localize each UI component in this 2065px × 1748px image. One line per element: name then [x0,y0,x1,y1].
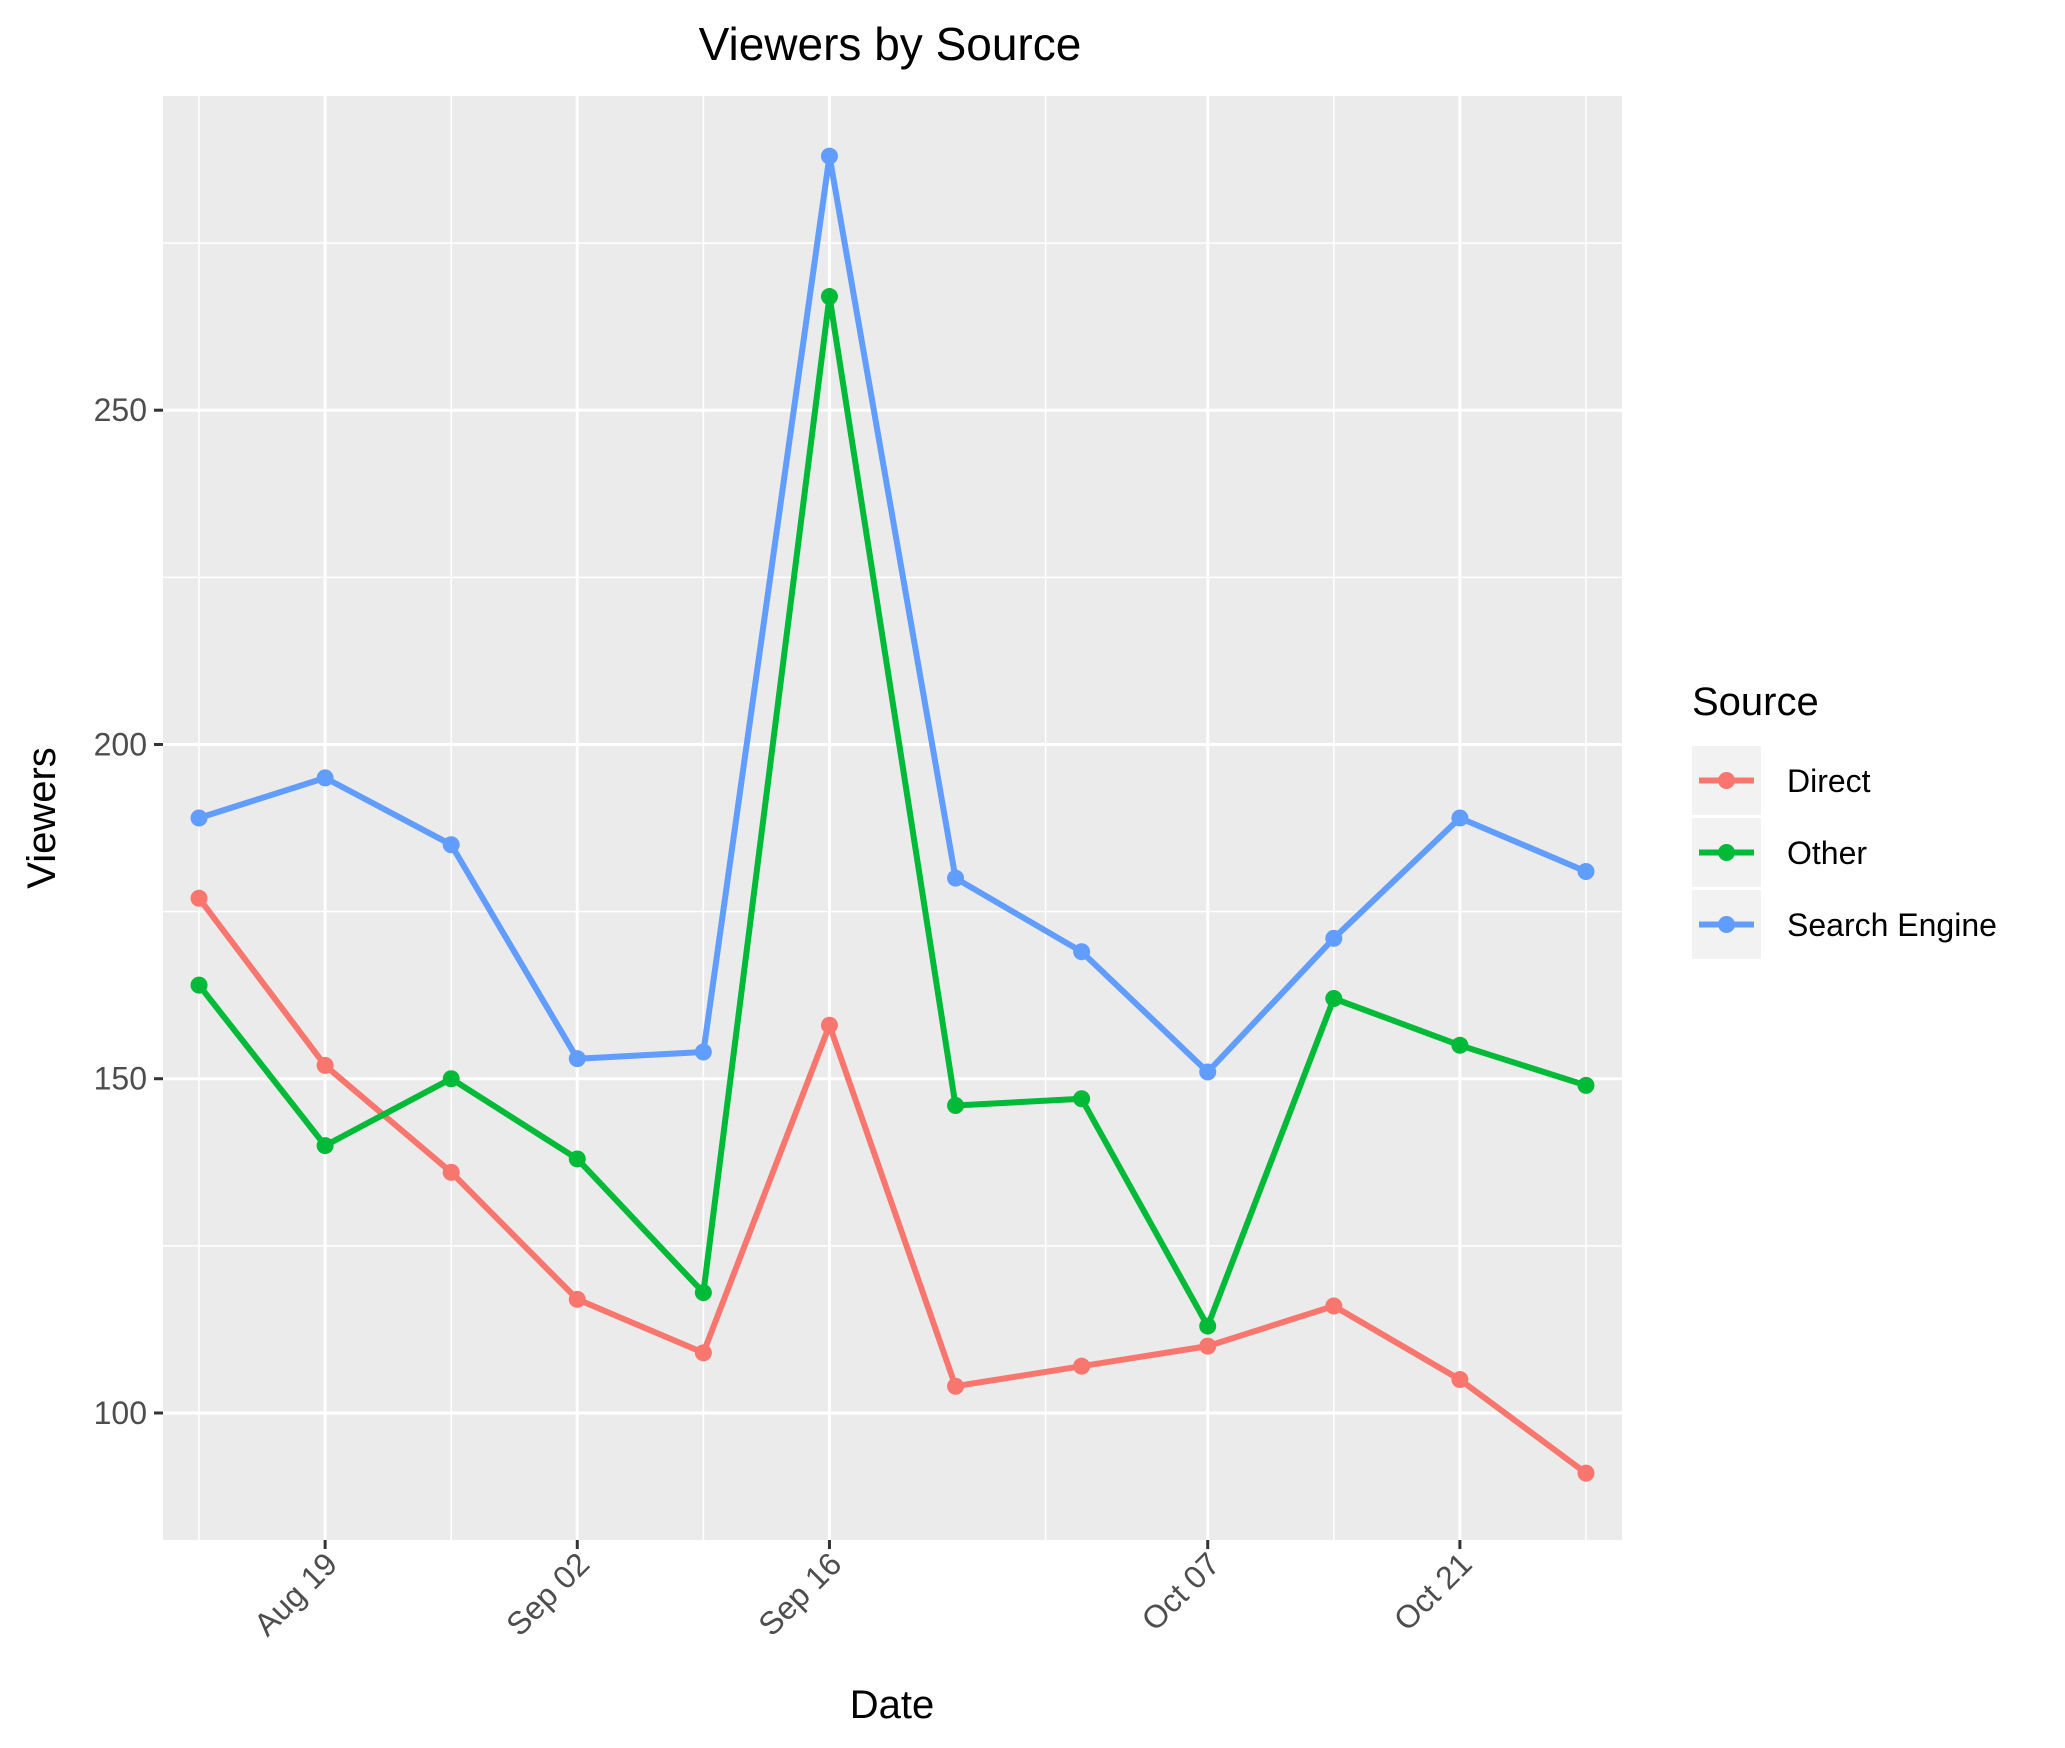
series-line [196,896,1588,1476]
y-tick-label: 200 [94,726,147,762]
data-point [190,976,208,994]
series-line [196,293,1587,1330]
data-point [820,1016,838,1034]
chart-title: Viewers by Source [699,18,1082,70]
data-point [1073,1090,1091,1108]
y-tick-label: 100 [94,1395,147,1431]
series-direct [190,889,1595,1482]
data-point [1325,1297,1343,1315]
x-tick-label: Sep 16 [751,1545,848,1642]
data-point [1073,943,1091,961]
data-point [1577,1076,1595,1094]
data-point [1199,1317,1217,1335]
data-point [1073,1357,1091,1375]
legend-label: Direct [1787,763,1871,799]
data-point [190,809,208,827]
data-point [1325,990,1343,1007]
y-axis-title: Viewers [20,747,64,889]
y-tick-label: 150 [94,1061,147,1097]
data-point [316,769,334,787]
data-point [442,1070,460,1088]
legend: Source Direct Other Search Engine [1692,680,1997,959]
series-line [198,153,1588,1075]
data-point [190,889,208,907]
data-point [568,1290,586,1308]
series-other [190,288,1595,1335]
legend-key [1692,818,1761,887]
legend-key-point [1718,772,1735,789]
legend-title: Source [1692,680,1819,724]
data-point [694,1284,712,1302]
data-point [694,1043,712,1061]
data-point [820,147,838,165]
legend-key-point [1718,916,1735,933]
data-point [947,1096,965,1114]
data-point [947,1377,965,1395]
data-point [1577,1464,1595,1482]
x-tick-label: Oct 21 [1387,1545,1479,1637]
data-point [316,1137,334,1155]
data-point [1577,862,1595,880]
legend-key [1692,890,1761,959]
series-search-engine [190,147,1595,1081]
data-point [568,1150,586,1168]
data-point [694,1344,712,1362]
legend-key [1692,746,1761,815]
legend-key-point [1718,844,1735,861]
x-tick-label: Oct 07 [1135,1545,1227,1637]
series-layer [190,147,1595,1482]
x-tick-label: Aug 19 [247,1545,344,1642]
legend-label: Search Engine [1787,907,1997,943]
data-point [1199,1063,1217,1081]
data-point [1451,809,1469,827]
data-point [568,1050,586,1068]
data-point [820,288,838,306]
data-point [1451,1371,1469,1389]
data-point [316,1056,334,1074]
y-tick-label: 250 [94,392,147,428]
data-point [1451,1036,1469,1054]
data-point [442,836,460,854]
plot-panel [163,96,1622,1540]
legend-label: Other [1787,835,1867,871]
grid-lines [163,96,1622,1540]
data-point [442,1163,460,1181]
data-point [947,869,965,887]
data-point [1199,1337,1217,1355]
x-axis-title: Date [850,1683,935,1727]
x-tick-label: Sep 02 [499,1545,596,1642]
data-point [1325,929,1343,947]
